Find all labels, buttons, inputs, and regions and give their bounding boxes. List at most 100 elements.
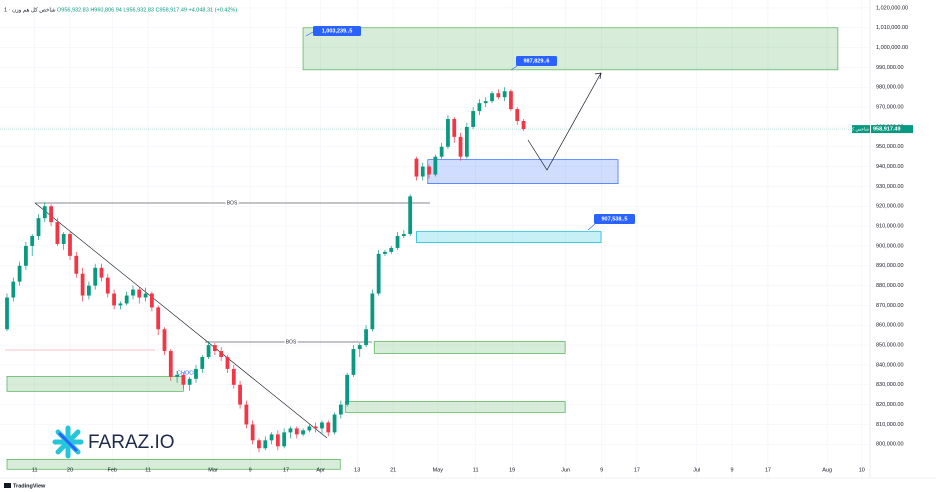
x-tick-label: 9 (600, 467, 603, 473)
y-tick-label: 800,000.00 (876, 442, 904, 448)
x-tick-label: May (433, 467, 444, 473)
candle-body (225, 357, 230, 369)
candle-body (515, 109, 520, 121)
candle-body (112, 293, 116, 306)
y-tick-label: 830,000.00 (876, 382, 904, 388)
x-tick-label: 9 (249, 467, 252, 473)
arrow-head (594, 72, 602, 80)
candle-body (131, 289, 135, 296)
candle-body (143, 293, 148, 298)
y-tick-label: 930,000.00 (876, 184, 904, 190)
candle-body (477, 103, 482, 112)
ohlc: O956,932.83 H960,806.94 L956,932.83 C958… (57, 7, 237, 13)
candle-body (231, 368, 236, 385)
target-text: 1,003,239..5 (322, 28, 353, 34)
y-tick-label: 860,000.00 (876, 323, 904, 329)
x-tick-label: 17 (634, 467, 640, 473)
y-tick-label: 840,000.00 (876, 362, 904, 368)
candle-body (490, 93, 494, 102)
candle-body (118, 303, 123, 306)
candle-body (345, 374, 350, 405)
candle-body (471, 111, 476, 127)
watermark: FARAZ.IO (88, 432, 175, 453)
price-axis (870, 0, 936, 492)
candle-body (257, 440, 261, 449)
y-tick-label: 1,000,000.00 (876, 45, 908, 51)
candle-body (275, 434, 280, 447)
candle-body (509, 91, 513, 110)
x-tick-label: Jul (693, 467, 700, 473)
candle-body (294, 428, 299, 435)
choch-label: CHOCH (177, 370, 197, 376)
price-label-box (871, 125, 913, 134)
y-tick-label: 850,000.00 (876, 343, 904, 349)
price-name: شاخص کل هم وزن (833, 126, 869, 132)
x-tick-label: Jun (561, 467, 570, 473)
zone (6, 376, 184, 392)
y-tick-label: 990,000.00 (876, 65, 904, 71)
candle-body (446, 119, 450, 147)
target-label: 1,003,239..5 (305, 26, 361, 37)
candle-body (464, 126, 469, 157)
candle-body (521, 120, 526, 130)
candle-body (162, 329, 167, 352)
candle-body (68, 234, 72, 256)
candle-body (124, 295, 129, 304)
candle-body (383, 251, 387, 254)
y-tick-label: 910,000.00 (876, 224, 904, 230)
y-tick-label: 820,000.00 (876, 402, 904, 408)
brand: TradingView (13, 483, 46, 489)
candle-body (320, 422, 324, 429)
candle-body (219, 351, 224, 358)
zone (416, 231, 602, 243)
y-tick-label: 870,000.00 (876, 303, 904, 309)
candle-body (244, 404, 249, 425)
candle-body (87, 285, 91, 296)
candle-body (439, 146, 444, 157)
y-tick-label: 920,000.00 (876, 204, 904, 210)
watermark-logo (52, 425, 84, 459)
candle-body (326, 422, 331, 433)
zone (373, 341, 566, 354)
x-tick-label: Feb (107, 467, 116, 473)
candle-body (332, 414, 337, 433)
candles (5, 87, 526, 453)
candle-body (313, 426, 318, 429)
candle-body (105, 277, 110, 294)
candle-body (433, 156, 438, 175)
target-text: 907,538..5 (602, 216, 628, 222)
candle-body (93, 267, 98, 286)
candle-body (502, 91, 507, 98)
candle-body (408, 196, 413, 235)
price-name-box (852, 125, 870, 134)
candle-body (156, 307, 161, 330)
candle-body (36, 218, 41, 237)
grid (0, 0, 870, 478)
bos-label: BOS (286, 339, 297, 345)
price-label: 958,917.49 (873, 127, 901, 133)
candle-body (282, 432, 287, 447)
y-tick-label: 880,000.00 (876, 283, 904, 289)
trend-line (34, 202, 328, 439)
candle-body (194, 368, 198, 379)
candle-body (99, 267, 104, 278)
x-tick-label: 10 (859, 467, 865, 473)
x-tick-label: 11 (32, 467, 38, 473)
candle-body (452, 119, 457, 137)
candle-body (30, 236, 35, 246)
brand-logo (4, 483, 11, 488)
x-tick-label: 11 (473, 467, 479, 473)
target-text: 987,829..6 (524, 58, 550, 64)
candle-body (238, 384, 242, 405)
candle-body (212, 345, 217, 352)
candle-body (137, 289, 142, 298)
candle-body (55, 222, 60, 244)
candle-body (17, 265, 22, 282)
zone (6, 459, 341, 470)
axes: 800,000.00 810,000.00 820,000.00 830,000.00… (32, 5, 913, 473)
candle-body (80, 273, 85, 296)
x-tick-label: 13 (354, 467, 360, 473)
zone (302, 27, 839, 71)
y-tick-label: 810,000.00 (876, 422, 904, 428)
